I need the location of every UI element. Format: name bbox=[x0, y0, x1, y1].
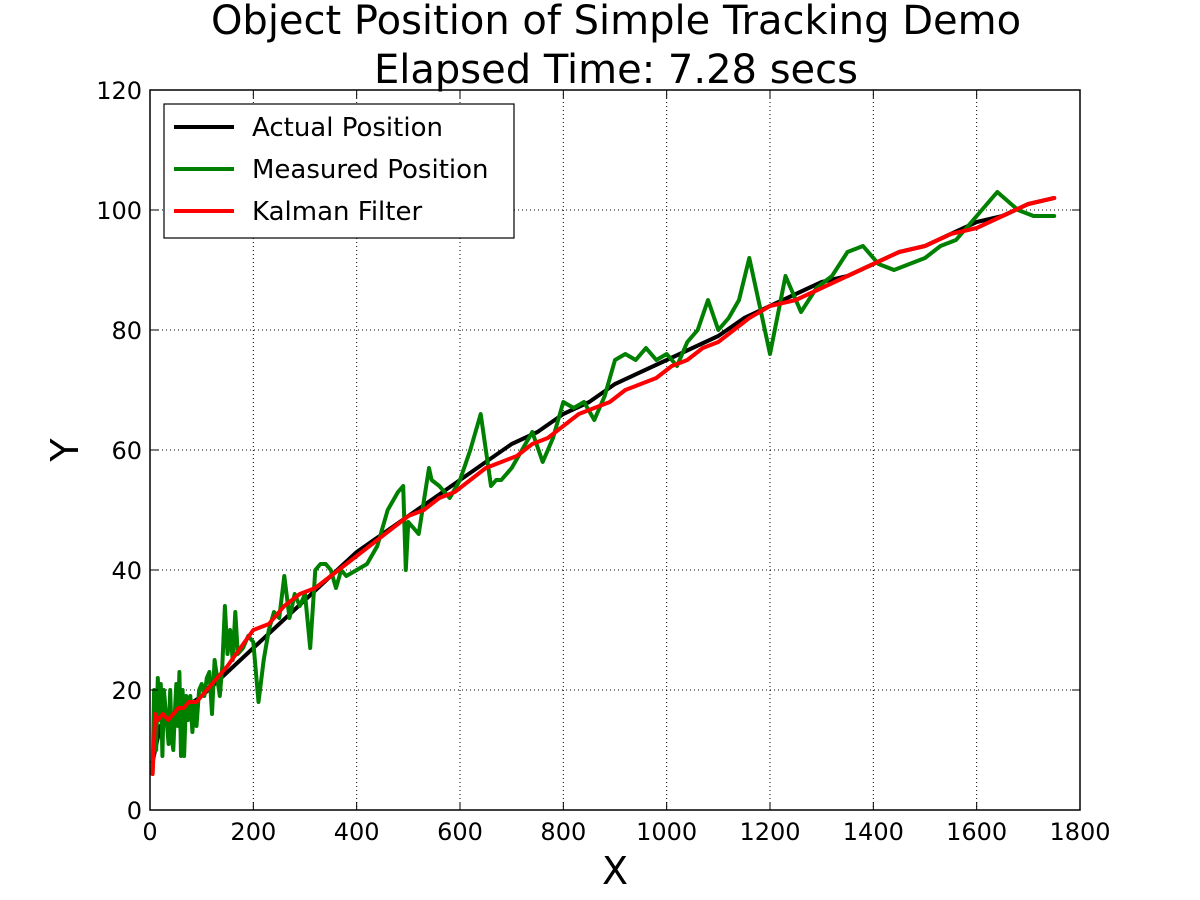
x-tick-label: 1200 bbox=[739, 818, 800, 846]
chart-title-line-2: Elapsed Time: 7.28 secs bbox=[374, 47, 858, 93]
chart-title-line-1: Object Position of Simple Tracking Demo bbox=[211, 0, 1021, 44]
series-line-actual-position bbox=[150, 196, 1057, 764]
x-axis-label: X bbox=[602, 849, 628, 893]
x-tick-label: 400 bbox=[334, 818, 380, 846]
x-tick-label: 1000 bbox=[636, 818, 697, 846]
y-tick-label: 40 bbox=[111, 557, 142, 585]
y-tick-label: 120 bbox=[96, 77, 142, 105]
y-axis-label: Y bbox=[43, 438, 87, 463]
legend-label-measured: Measured Position bbox=[252, 155, 489, 185]
series-lines bbox=[150, 190, 1057, 776]
y-tick-label: 20 bbox=[111, 677, 142, 705]
series-line-measured-position bbox=[150, 190, 1057, 776]
legend-label-actual: Actual Position bbox=[252, 113, 443, 143]
x-tick-label: 0 bbox=[142, 818, 157, 846]
x-tick-label: 1400 bbox=[843, 818, 904, 846]
x-tick-label: 1800 bbox=[1049, 818, 1110, 846]
chart-title: Object Position of Simple Tracking Demo … bbox=[211, 0, 1021, 93]
x-tick-label: 200 bbox=[230, 818, 276, 846]
series-line-kalman-filter bbox=[150, 196, 1057, 776]
y-tick-label: 80 bbox=[111, 317, 142, 345]
x-tick-label: 600 bbox=[437, 818, 483, 846]
x-tick-label: 800 bbox=[540, 818, 586, 846]
x-tick-label: 1600 bbox=[946, 818, 1007, 846]
y-tick-label: 60 bbox=[111, 437, 142, 465]
y-tick-label: 100 bbox=[96, 197, 142, 225]
legend: Actual Position Measured Position Kalman… bbox=[163, 103, 515, 239]
legend-label-kalman: Kalman Filter bbox=[252, 197, 422, 227]
y-tick-label: 0 bbox=[127, 797, 142, 825]
axis-ticks: 0 200 400 600 800 1000 1200 1400 1600 1800 0 20 40 60… bbox=[96, 77, 1110, 846]
